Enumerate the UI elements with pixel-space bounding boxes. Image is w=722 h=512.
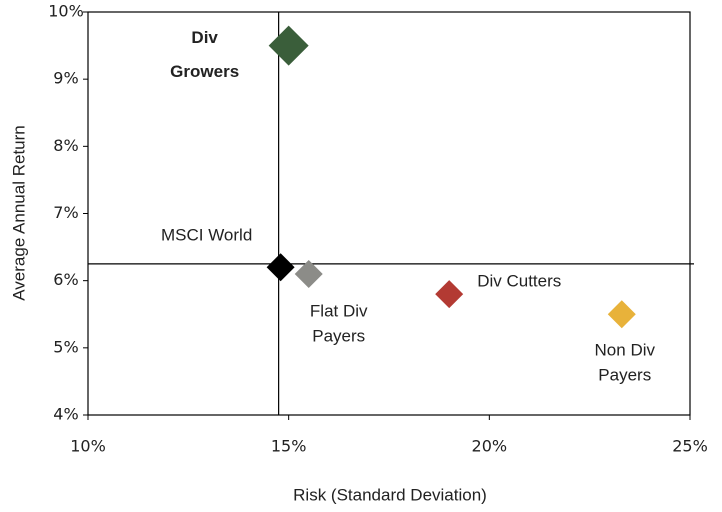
y-tick-label: 9% xyxy=(53,69,78,88)
y-tick-label: 10% xyxy=(48,2,84,21)
point-label: Non Div xyxy=(595,341,656,360)
point-label: Div Cutters xyxy=(477,272,561,291)
y-tick-label: 7% xyxy=(53,203,78,222)
x-tick-label: 15% xyxy=(271,437,307,456)
x-tick-label: 10% xyxy=(70,437,106,456)
point-marker xyxy=(294,259,323,288)
y-tick-label: 6% xyxy=(53,270,78,289)
point-label: Payers xyxy=(312,326,365,345)
point-label: Payers xyxy=(598,366,651,385)
point-marker xyxy=(435,280,464,309)
point-marker xyxy=(268,25,309,66)
point-label: MSCI World xyxy=(161,226,252,245)
point-label: Growers xyxy=(170,62,239,81)
point-label: Flat Div xyxy=(310,301,368,320)
point-marker xyxy=(607,300,636,329)
y-tick-label: 8% xyxy=(53,136,78,155)
x-tick-label: 25% xyxy=(672,437,708,456)
y-tick-label: 5% xyxy=(53,337,78,356)
y-axis-title: Average Annual Return xyxy=(9,125,28,300)
x-axis-title: Risk (Standard Deviation) xyxy=(293,485,487,504)
point-marker xyxy=(266,253,295,282)
x-tick-label: 20% xyxy=(472,437,508,456)
y-tick-label: 4% xyxy=(53,405,78,424)
point-label: Div xyxy=(191,28,218,47)
